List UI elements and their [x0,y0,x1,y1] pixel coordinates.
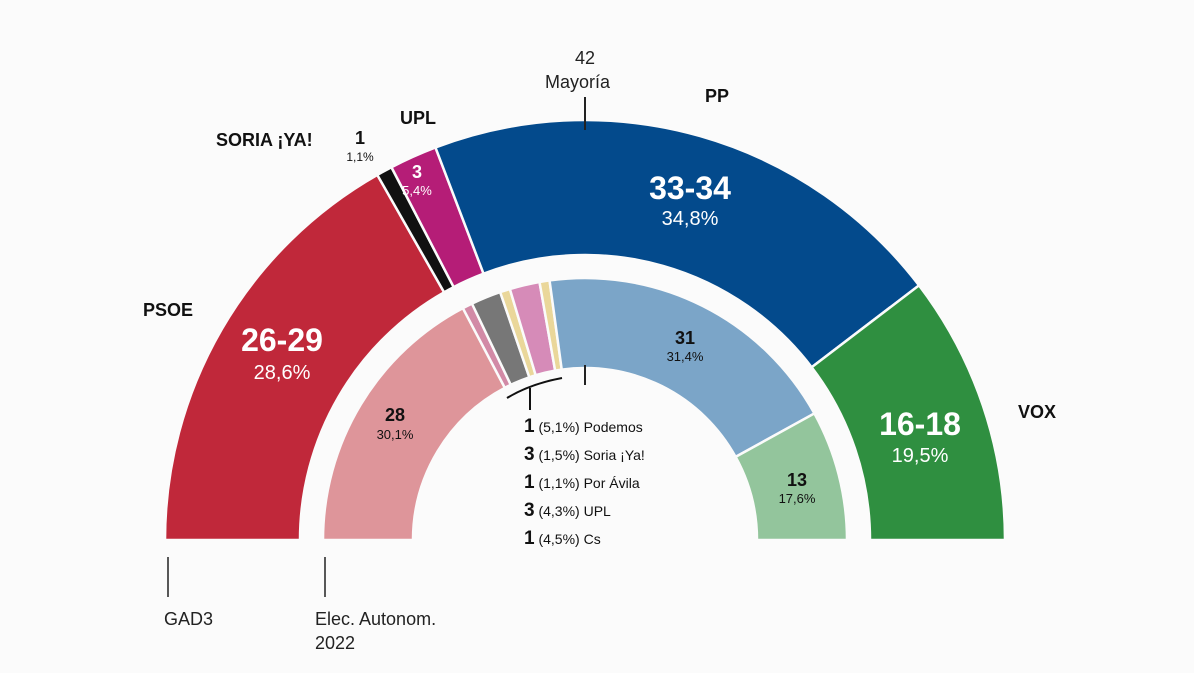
vox-seats: 16-18 [879,406,961,442]
psoe-seats: 26-29 [241,322,323,358]
outer-ring-label: GAD3 [164,609,214,629]
inner-pp-seats: 31 [674,328,696,348]
pp-pct: 34,8% [661,208,719,230]
legend-item: 1 (1,1%) Por Ávila [524,472,640,493]
small-parties-legend: 1 (5,1%) Podemos 3 (1,5%) Soria ¡Ya! 1 (… [524,416,645,556]
vox-pct: 19,5% [891,445,949,467]
inner-ring-label-line1: Elec. Autonom. [315,609,437,629]
inner-ring-label-line2: 2022 [315,633,356,653]
inner-psoe-seats: 28 [384,405,406,425]
inner-segment-pp [548,276,817,459]
upl-pct: 5,4% [402,183,432,198]
outer-segment-pp [433,118,921,369]
inner-segment-vox [733,411,849,542]
party-label-psoe: PSOE [143,300,194,320]
inner-vox-seats: 13 [786,470,808,490]
pp-seats: 33-34 [649,170,731,206]
majority-value: 42 [574,48,596,68]
legend-item: 3 (4,3%) UPL [524,500,611,521]
legend-item: 1 (4,5%) Cs [524,528,601,549]
party-label-vox: VOX [1018,402,1057,422]
party-label-pp: PP [705,86,730,106]
psoe-pct: 28,6% [253,362,311,384]
party-label-soria: SORIA ¡YA! [216,130,313,150]
soria-seats: 1 [354,128,365,148]
inner-pp-pct: 31,4% [666,349,704,364]
soria-pct: 1,1% [346,150,374,164]
upl-seats: 3 [411,162,422,182]
outer-segment-vox [809,283,1007,542]
legend-item: 1 (5,1%) Podemos [524,416,643,437]
inner-psoe-pct: 30,1% [376,427,414,442]
party-label-upl: UPL [400,108,436,128]
small-parties-bracket [506,377,563,399]
inner-vox-pct: 17,6% [778,491,816,506]
majority-label: Mayoría [545,72,611,92]
legend-item: 3 (1,5%) Soria ¡Ya! [524,444,645,465]
